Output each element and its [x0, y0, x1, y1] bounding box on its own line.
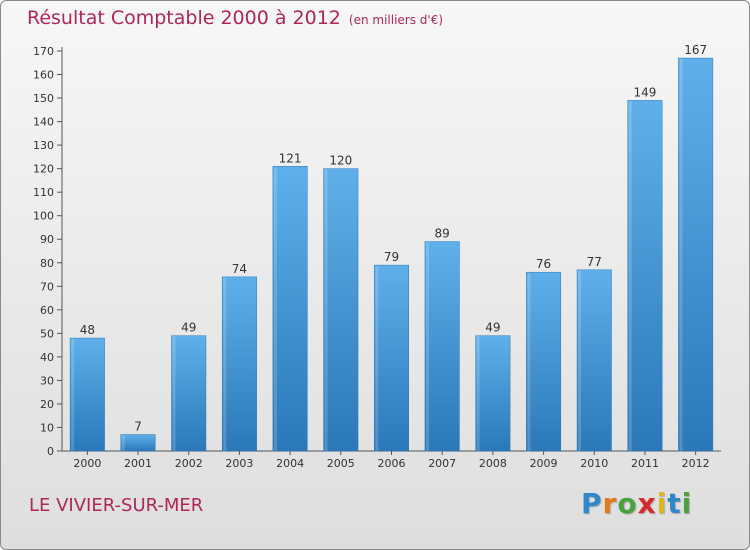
data-label: 7	[134, 420, 142, 434]
data-label: 77	[587, 255, 602, 269]
y-tick-label: 130	[33, 139, 54, 152]
logo-letter: P	[581, 487, 603, 520]
data-label: 49	[485, 321, 500, 335]
x-tick-label: 2000	[73, 457, 101, 470]
y-tick-label: 70	[40, 280, 54, 293]
y-tick-label: 50	[40, 327, 54, 340]
logo-letter: o	[617, 487, 638, 520]
y-tick-label: 90	[40, 233, 54, 246]
y-tick-label: 110	[33, 186, 54, 199]
bar	[424, 241, 460, 452]
y-tick-label: 80	[40, 257, 54, 270]
data-label: 167	[684, 43, 707, 57]
x-tick-label: 2002	[175, 457, 203, 470]
logo-letter: r	[602, 487, 618, 520]
bar-highlight	[679, 59, 683, 451]
y-tick-label: 20	[40, 398, 54, 411]
data-label: 89	[435, 227, 450, 241]
bar-highlight	[121, 435, 125, 451]
y-tick-label: 120	[33, 163, 54, 176]
x-tick-label: 2006	[378, 457, 406, 470]
y-tick-label: 40	[40, 351, 54, 364]
y-tick-label: 170	[33, 45, 54, 58]
x-tick-label: 2010	[580, 457, 608, 470]
title-text: Résultat Comptable 2000 à 2012	[27, 7, 341, 29]
data-label: 49	[181, 321, 196, 335]
bars: 48 7 49 74 121 120 79 89 49 76 77 149 167	[69, 43, 714, 452]
y-tick-label: 60	[40, 304, 54, 317]
data-label: 76	[536, 257, 551, 271]
bar-highlight	[71, 339, 75, 451]
bar-highlight	[425, 242, 429, 451]
chart-subtitle: (en milliers d'€)	[348, 13, 444, 27]
x-tick-label: 2005	[327, 457, 355, 470]
bar	[171, 335, 207, 452]
x-tick-label: 2001	[124, 457, 152, 470]
data-label: 74	[232, 262, 247, 276]
x-tick-label: 2012	[682, 457, 710, 470]
bar	[374, 264, 409, 452]
bar-highlight	[578, 270, 582, 451]
bar	[323, 168, 359, 452]
x-tick-label: 2003	[225, 457, 253, 470]
data-label: 149	[634, 85, 657, 99]
chart-title: Résultat Comptable 2000 à 2012 (en millie…	[27, 7, 443, 29]
y-tick-label: 30	[40, 374, 54, 387]
bar-highlight	[324, 169, 328, 451]
x-tick-label: 2011	[631, 457, 659, 470]
logo-letter: i	[656, 487, 668, 520]
x-tick-label: 2008	[479, 457, 507, 470]
bar-highlight	[375, 266, 379, 451]
y-tick-label: 140	[33, 116, 54, 129]
bar	[526, 271, 562, 452]
x-tick-label: 2009	[530, 457, 558, 470]
proxiti-logo: Proxiti	[581, 487, 692, 520]
data-label: 121	[279, 151, 302, 165]
x-tick-label: 2004	[276, 457, 304, 470]
bar	[69, 337, 105, 452]
logo-letter: x	[637, 487, 657, 520]
bar-highlight	[172, 336, 176, 451]
logo-letter: t	[667, 487, 682, 520]
bar	[272, 166, 308, 452]
logo-letter: i	[681, 487, 693, 520]
data-label: 120	[329, 154, 352, 168]
bar	[475, 335, 511, 452]
y-tick-label: 0	[47, 445, 54, 458]
bar	[120, 434, 156, 452]
y-tick-label: 160	[33, 69, 54, 82]
x-tick-label: 2007	[428, 457, 456, 470]
bar	[627, 100, 663, 452]
bar-highlight	[527, 273, 531, 451]
y-tick-label: 100	[33, 210, 54, 223]
bar-highlight	[628, 101, 632, 451]
y-tick-label: 10	[40, 421, 54, 434]
data-label: 48	[80, 323, 95, 337]
bar	[678, 57, 714, 452]
commune-name: LE VIVIER-SUR-MER	[29, 495, 204, 516]
data-label: 79	[384, 250, 399, 264]
bar-highlight	[273, 167, 277, 451]
bar-highlight	[223, 277, 227, 451]
bar	[576, 269, 612, 452]
bar	[221, 276, 257, 452]
bar-highlight	[476, 336, 480, 451]
y-tick-label: 150	[33, 92, 54, 105]
